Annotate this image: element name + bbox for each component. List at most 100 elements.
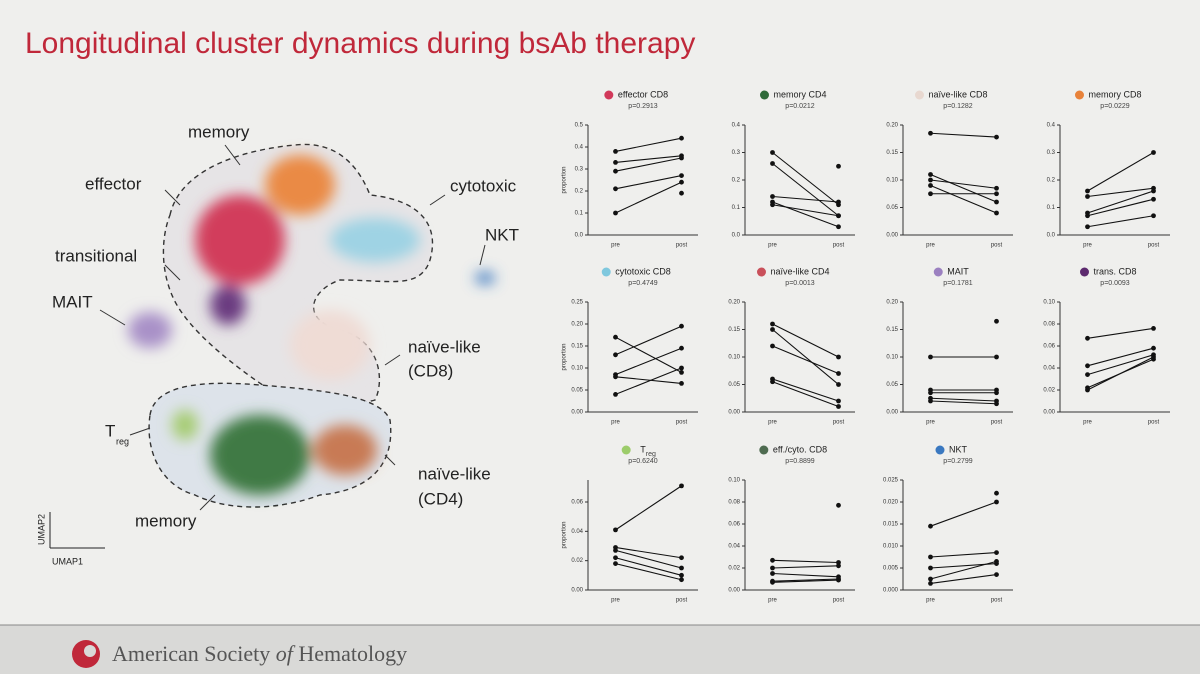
y-tick-label: 0.20 bbox=[571, 322, 583, 328]
x-tick-label: pre bbox=[1083, 243, 1092, 249]
pair-line bbox=[615, 367, 682, 395]
footer-band bbox=[0, 625, 1200, 674]
y-tick-label: 0.10 bbox=[728, 355, 740, 361]
umap-label: naïve-like bbox=[408, 337, 481, 356]
chart-title: eff./cyto. CD8 bbox=[773, 444, 827, 454]
y-tick-label: 0.2 bbox=[575, 189, 584, 195]
point bbox=[1151, 150, 1156, 155]
point bbox=[770, 571, 775, 576]
chart-title-sub: reg bbox=[646, 451, 656, 458]
point bbox=[994, 210, 999, 216]
pair-line bbox=[772, 378, 839, 402]
point bbox=[994, 572, 999, 577]
point bbox=[1151, 213, 1156, 219]
point bbox=[994, 134, 999, 140]
title-marker bbox=[756, 267, 766, 277]
pair-line bbox=[1087, 347, 1154, 367]
pair-line bbox=[1087, 354, 1154, 376]
y-tick-label: 0.15 bbox=[728, 327, 740, 333]
point bbox=[613, 548, 618, 553]
point bbox=[1085, 188, 1090, 194]
y-tick-label: 0.00 bbox=[1043, 410, 1055, 416]
pair-line bbox=[772, 323, 839, 358]
point bbox=[836, 224, 841, 230]
point bbox=[770, 194, 775, 199]
y-tick-label: 0.05 bbox=[571, 388, 583, 394]
title-marker bbox=[935, 445, 945, 455]
y-tick-label: 0.08 bbox=[728, 500, 740, 506]
title-marker bbox=[759, 90, 769, 100]
title-marker bbox=[1074, 90, 1084, 100]
chart-title: trans. CD8 bbox=[1093, 266, 1136, 276]
y-tick-label: 0.10 bbox=[886, 355, 898, 361]
chart-title: cytotoxic CD8 bbox=[615, 266, 671, 276]
chart-subtitle: p=0.1282 bbox=[943, 103, 972, 110]
y-tick-label: 0.00 bbox=[886, 233, 898, 239]
point bbox=[613, 352, 618, 358]
umap-label: cytotoxic bbox=[450, 176, 517, 195]
point bbox=[679, 381, 684, 386]
pair-line bbox=[930, 560, 997, 580]
y-tick-label: 0.15 bbox=[886, 150, 898, 156]
chart-subtitle: p=0.0229 bbox=[1100, 103, 1129, 110]
y-tick-label: 0.3 bbox=[575, 167, 584, 173]
point bbox=[770, 379, 775, 385]
point bbox=[994, 185, 999, 191]
point bbox=[613, 374, 618, 380]
point bbox=[770, 557, 775, 563]
y-tick-label: 0.02 bbox=[1043, 388, 1055, 394]
umap-label: naïve-like bbox=[418, 464, 491, 483]
y-tick-label: 0.10 bbox=[571, 366, 583, 372]
y-tick-label: 0.4 bbox=[575, 145, 584, 151]
point bbox=[1151, 326, 1156, 331]
y-tick-label: 0.10 bbox=[1043, 300, 1055, 306]
point bbox=[1151, 354, 1156, 360]
chart-subtitle: p=0.0212 bbox=[785, 103, 814, 110]
point bbox=[836, 404, 841, 409]
y-tick-label: 0.5 bbox=[575, 123, 584, 129]
y-tick-label: 0.3 bbox=[732, 150, 741, 156]
y-axis-label: proportion bbox=[562, 343, 568, 370]
point bbox=[613, 160, 618, 165]
pair-line bbox=[772, 152, 839, 206]
y-tick-label: 0.04 bbox=[728, 544, 740, 550]
y-tick-label: 0.25 bbox=[571, 300, 583, 306]
y-tick-label: 0.10 bbox=[728, 478, 740, 484]
pair-line bbox=[1087, 152, 1154, 192]
chart-title: T bbox=[640, 444, 646, 454]
point bbox=[928, 523, 933, 529]
point bbox=[613, 149, 618, 154]
pair-line bbox=[772, 204, 839, 217]
point bbox=[928, 554, 933, 560]
x-tick-label: post bbox=[833, 598, 845, 604]
pair-line bbox=[772, 163, 839, 217]
umap-label: memory bbox=[135, 511, 197, 530]
x-tick-label: post bbox=[676, 420, 688, 426]
point bbox=[679, 483, 684, 489]
pair-line bbox=[615, 376, 682, 384]
y-tick-label: 0.4 bbox=[732, 123, 741, 129]
y-tick-label: 0.15 bbox=[886, 327, 898, 333]
pair-line bbox=[615, 157, 682, 172]
footer-org-of: of bbox=[276, 641, 296, 666]
point bbox=[770, 327, 775, 332]
y-tick-label: 0.00 bbox=[571, 588, 583, 594]
point bbox=[679, 323, 684, 329]
point bbox=[836, 199, 841, 205]
x-tick-label: pre bbox=[768, 420, 777, 426]
point bbox=[994, 191, 999, 197]
pair-line bbox=[615, 336, 682, 373]
point bbox=[1085, 372, 1090, 377]
pair-line bbox=[930, 501, 997, 527]
chart-subtitle: p=0.6240 bbox=[628, 458, 657, 465]
pair-line bbox=[615, 181, 682, 214]
y-tick-label: 0.20 bbox=[886, 123, 898, 129]
pair-line bbox=[930, 397, 997, 402]
y-tick-label: 0.0 bbox=[575, 233, 584, 239]
pair-line bbox=[615, 557, 682, 576]
y-axis-label: proportion bbox=[562, 521, 568, 548]
y-tick-label: 0.06 bbox=[728, 522, 740, 528]
y-tick-label: 0.02 bbox=[728, 566, 740, 572]
point bbox=[679, 572, 684, 578]
